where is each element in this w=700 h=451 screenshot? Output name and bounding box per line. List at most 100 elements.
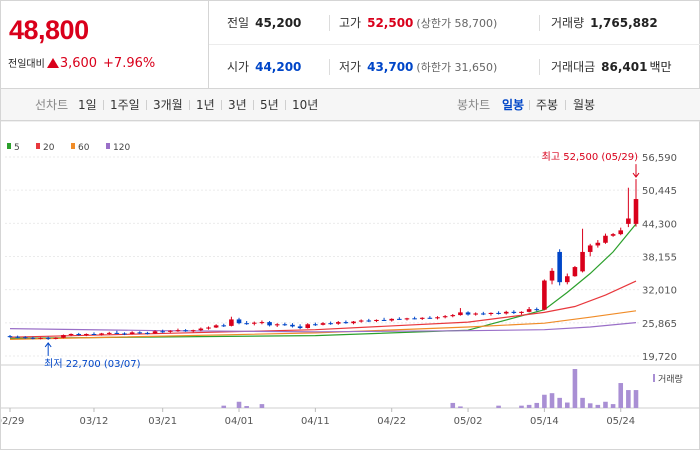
stat-prev-close: 전일 45,200 <box>227 1 301 45</box>
x-tick-label: 04/22 <box>377 416 406 427</box>
legend-label: 120 <box>113 143 130 153</box>
divider <box>565 100 566 110</box>
candle-daily-button[interactable]: 일봉 <box>502 98 525 112</box>
legend-swatch <box>106 143 110 149</box>
ma-line-20 <box>9 280 637 338</box>
candle-body <box>618 230 624 235</box>
quote-stats: 전일 45,200 고가 52,500 (상한가 58,700) 거래량 1,765,8… <box>209 1 700 89</box>
candle-body <box>221 325 227 327</box>
candle-monthly-button[interactable]: 월봉 <box>573 98 596 112</box>
candle-body <box>572 267 578 277</box>
stat-label: 거래량 <box>551 16 585 30</box>
legend-label: 60 <box>78 143 90 153</box>
change-label: 전일대비 <box>8 59 45 70</box>
stat-amount: 거래대금 86,401 백만 <box>551 45 672 89</box>
candle-body <box>213 325 219 328</box>
candle-body <box>542 280 547 310</box>
volume-bar <box>603 401 608 408</box>
candle-body <box>595 242 601 246</box>
low-annotation: 최저 22,700 (03/07) <box>44 358 140 370</box>
y-tick-label: 19,720 <box>642 352 677 363</box>
divider <box>221 100 222 110</box>
candle-body <box>106 332 112 334</box>
candle-body <box>267 322 272 326</box>
candle-body <box>183 330 188 332</box>
candle-body <box>244 323 249 325</box>
legend-swatch <box>36 143 40 149</box>
volume-bar <box>450 402 456 408</box>
x-tick-label: 05/02 <box>454 416 483 427</box>
volume-bar <box>595 404 601 408</box>
volume-bar <box>542 394 547 408</box>
candle-body <box>633 199 639 224</box>
candle-body <box>343 322 349 324</box>
change-percent: +7.96% <box>103 56 156 71</box>
stat-value: 52,500 <box>367 16 414 30</box>
candle-body <box>496 312 501 314</box>
volume-bar <box>626 390 631 408</box>
period-5y-button[interactable]: 5년 <box>260 98 279 112</box>
candle-body <box>76 333 81 336</box>
candle-body <box>252 322 257 324</box>
high-annotation: 최고 52,500 (05/29) <box>542 151 638 163</box>
period-1w-button[interactable]: 1주일 <box>110 98 140 112</box>
stat-high: 고가 52,500 (상한가 58,700) <box>339 1 497 45</box>
y-tick-label: 25,865 <box>642 319 677 330</box>
candle-body <box>626 218 631 224</box>
candle-body <box>565 276 570 283</box>
candles <box>7 179 639 340</box>
line-chart-label: 선차트 <box>35 98 69 112</box>
period-1d-button[interactable]: 1일 <box>78 98 97 112</box>
y-tick-label: 50,445 <box>642 186 677 197</box>
volume-bar <box>259 404 265 408</box>
x-axis: 02/29 03/12 03/21 04/01 04/11 04/22 05/02 05/14… <box>1 408 635 427</box>
candle-body <box>282 324 288 326</box>
candle-weekly-button[interactable]: 주봉 <box>536 98 559 112</box>
stat-value: 44,200 <box>255 60 302 74</box>
candle-body <box>53 337 59 339</box>
divider <box>329 15 330 31</box>
candle-body <box>145 332 150 334</box>
candle-body <box>198 328 204 331</box>
candle-body <box>427 317 433 319</box>
candle-body <box>465 312 471 315</box>
candle-body <box>374 319 379 322</box>
legend-swatch <box>7 143 11 149</box>
stat-label: 거래대금 <box>551 60 596 74</box>
period-3y-button[interactable]: 3년 <box>228 98 247 112</box>
volume-bar <box>549 393 555 408</box>
low-arrow-head <box>44 342 52 348</box>
annotations: 최고 52,500 (05/29) 최저 22,700 (03/07) <box>44 151 640 370</box>
divider <box>539 59 540 75</box>
volume-bar <box>633 390 639 408</box>
candle-body <box>328 323 333 325</box>
stat-low: 저가 43,700 (하한가 31,650) <box>339 45 497 89</box>
y-tick-label: 44,300 <box>642 219 677 230</box>
period-3m-button[interactable]: 3개월 <box>153 98 183 112</box>
volume-bar <box>221 405 227 408</box>
candle-chart-label: 봉차트 <box>457 98 491 112</box>
period-1y-button[interactable]: 1년 <box>196 98 215 112</box>
ma-line-5 <box>9 223 637 339</box>
candle-body <box>503 311 509 314</box>
stat-label: 고가 <box>339 16 362 30</box>
stat-value: 45,200 <box>255 16 302 30</box>
stat-sub: (하한가 31,650) <box>416 61 498 74</box>
candle-body <box>580 251 585 272</box>
stat-value: 86,401 <box>601 60 648 74</box>
y-tick-label: 32,010 <box>642 286 677 297</box>
volume-bar <box>236 401 242 408</box>
candle-body <box>435 317 440 319</box>
price-change: 전일대비 3,600 +7.96% <box>8 55 155 71</box>
stat-value: 1,765,882 <box>590 16 658 30</box>
stat-open: 시가 44,200 <box>227 45 301 89</box>
candlestick-chart[interactable]: 5 20 60 120 56,590 50,445 44,300 38,155 32,010 2… <box>1 121 700 451</box>
candle-body <box>122 333 127 335</box>
candle-body <box>91 333 97 335</box>
candle-body <box>511 311 517 313</box>
divider <box>146 100 147 110</box>
candle-body <box>603 235 608 243</box>
candle-body <box>15 336 20 338</box>
period-10y-button[interactable]: 10년 <box>292 98 319 112</box>
candle-body <box>236 319 242 324</box>
